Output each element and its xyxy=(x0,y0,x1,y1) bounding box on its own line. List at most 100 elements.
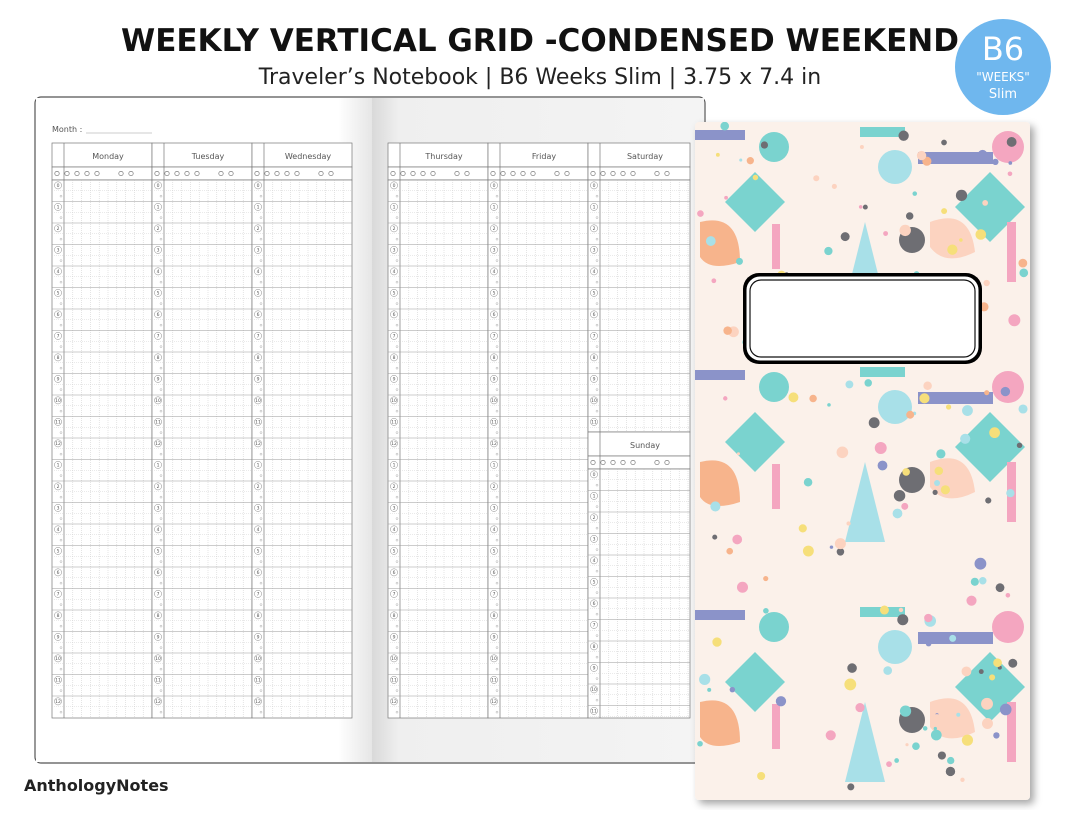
half-hour-dot xyxy=(495,538,499,542)
hour-label: 0 xyxy=(257,183,260,189)
hour-circle xyxy=(590,685,598,694)
hour-label: 9 xyxy=(593,666,596,672)
day-header xyxy=(487,142,589,168)
hour-label: 6 xyxy=(157,312,160,318)
half-hour-dot xyxy=(395,689,399,692)
half-hour-dot xyxy=(495,302,499,305)
sphere xyxy=(878,390,912,424)
hour-label: 4 xyxy=(257,527,260,533)
dot xyxy=(788,392,799,403)
half-hour-dot xyxy=(259,474,263,477)
weather-icon xyxy=(164,171,170,177)
half-hour-dot xyxy=(259,216,263,219)
dot xyxy=(919,393,930,404)
dot xyxy=(901,502,909,510)
hour-label: 3 xyxy=(257,506,260,512)
hour-circle xyxy=(490,568,498,577)
hour-circle xyxy=(390,504,398,512)
half-hour-dot xyxy=(395,581,399,585)
weather-icon xyxy=(400,171,406,177)
half-hour-dot xyxy=(159,603,163,606)
half-hour-dot xyxy=(395,409,399,413)
dot xyxy=(937,751,946,760)
weather-icon xyxy=(530,171,536,177)
dot xyxy=(912,191,918,196)
hour-label: 9 xyxy=(257,635,260,641)
half-hour-dot xyxy=(595,591,599,594)
hour-circle xyxy=(54,504,62,512)
hour-circle xyxy=(390,654,398,663)
hour-circle xyxy=(490,289,498,297)
dot xyxy=(959,238,963,242)
hour-label: 5 xyxy=(393,291,396,297)
dot xyxy=(760,141,769,149)
hour-label: 3 xyxy=(393,248,396,254)
half-hour-dot xyxy=(495,560,499,563)
hour-label: 6 xyxy=(257,570,260,576)
dot xyxy=(844,678,857,691)
dot xyxy=(846,521,851,526)
dot xyxy=(962,405,973,416)
hour-label: 11 xyxy=(255,420,261,426)
weather-icon xyxy=(218,171,224,177)
hour-circle xyxy=(254,375,262,383)
dot xyxy=(864,379,872,387)
hour-circle xyxy=(490,246,498,254)
dot xyxy=(898,130,909,141)
half-hour-dot xyxy=(59,259,63,262)
hour-circle xyxy=(590,535,598,543)
dot xyxy=(993,732,1000,739)
dot xyxy=(906,410,915,419)
bar-shape xyxy=(1007,702,1016,762)
dot xyxy=(697,210,704,217)
hour-label: 2 xyxy=(493,484,496,490)
dot xyxy=(712,637,722,647)
half-hour-dot xyxy=(495,474,499,477)
hour-circle xyxy=(254,396,262,405)
half-hour-dot xyxy=(495,710,499,714)
hour-label: 8 xyxy=(257,355,260,361)
dot xyxy=(1008,161,1013,165)
hour-circle xyxy=(490,676,498,684)
hour-circle xyxy=(154,310,162,319)
hour-circle xyxy=(590,642,598,651)
dot xyxy=(984,390,990,396)
hour-circle xyxy=(390,396,398,405)
day-name: Monday xyxy=(92,152,124,161)
bar-shape xyxy=(772,704,780,749)
hour-circle xyxy=(590,267,598,276)
hour-circle xyxy=(54,224,62,233)
hour-label: 10 xyxy=(491,398,497,404)
half-hour-dot xyxy=(159,689,163,692)
dot xyxy=(955,189,968,201)
dot xyxy=(720,122,729,131)
hour-circle xyxy=(54,353,62,362)
hour-label: 10 xyxy=(591,398,597,404)
dot xyxy=(899,224,911,237)
half-hour-dot xyxy=(159,538,163,542)
dot xyxy=(925,640,932,647)
hour-label: 1 xyxy=(257,463,260,469)
half-hour-dot xyxy=(159,366,163,370)
dot xyxy=(825,730,836,741)
hour-circle xyxy=(54,633,62,641)
dot xyxy=(711,278,717,284)
dot xyxy=(1006,489,1015,498)
half-hour-dot xyxy=(59,366,63,370)
half-hour-dot xyxy=(259,560,263,563)
weather-icon xyxy=(318,171,324,177)
label-box xyxy=(749,279,976,358)
hour-circle xyxy=(54,697,62,706)
dot xyxy=(862,204,868,210)
hour-label: 2 xyxy=(393,484,396,490)
hour-circle xyxy=(590,621,598,629)
half-hour-dot xyxy=(59,345,63,348)
hour-label: 11 xyxy=(155,420,161,426)
dot xyxy=(941,139,947,146)
dot xyxy=(803,478,813,487)
hour-label: 4 xyxy=(493,269,496,275)
dot xyxy=(736,452,740,456)
dot xyxy=(858,205,863,209)
half-hour-dot xyxy=(395,194,399,198)
dot xyxy=(1018,258,1028,268)
